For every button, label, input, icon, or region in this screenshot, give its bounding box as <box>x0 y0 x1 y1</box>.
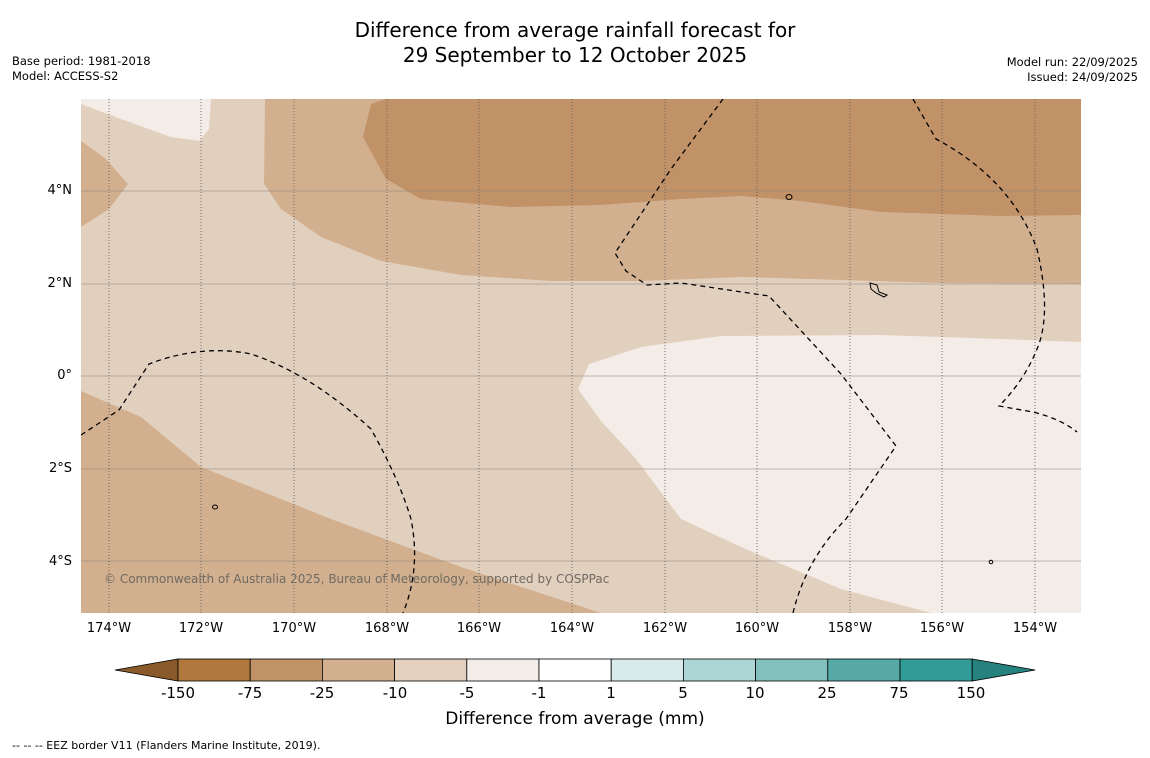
meta-right: Model run: 22/09/2025 Issued: 24/09/2025 <box>1007 55 1138 85</box>
islands <box>212 194 994 565</box>
eez-border-east <box>912 99 1078 433</box>
island-north <box>785 194 793 200</box>
lat-label-4n: 4°N <box>47 183 73 198</box>
lon-label-172w: 172°W <box>178 621 224 636</box>
anomaly-region-minus5-minus1-south <box>578 335 1081 613</box>
lat-label-0: 0° <box>57 368 72 383</box>
lon-label-162w: 162°W <box>642 621 688 636</box>
colorbar-tick: 10 <box>745 684 765 702</box>
lat-label-2n: 2°N <box>47 276 73 291</box>
colorbar-cell <box>466 658 540 682</box>
colorbar-tick: -1 <box>531 684 547 702</box>
title-line-1: Difference from average rainfall forecas… <box>354 18 796 42</box>
lon-label-158w: 158°W <box>827 621 873 636</box>
colorbar-cell <box>538 658 612 682</box>
lon-label-160w: 160°W <box>734 621 780 636</box>
colorbar <box>114 658 1036 682</box>
map-title: Difference from average rainfall forecas… <box>0 18 1150 68</box>
colorbar-cell <box>755 658 829 682</box>
lon-label-170w: 170°W <box>271 621 317 636</box>
colorbar-tick: -25 <box>309 684 335 702</box>
eez-borders <box>81 99 1078 613</box>
colorbar-cell <box>827 658 901 682</box>
map-canvas <box>81 99 1081 613</box>
colorbar-extend-low <box>114 658 179 682</box>
base-period: Base period: 1981-2018 <box>12 54 151 68</box>
colorbar-cell <box>683 658 757 682</box>
colorbar-cell <box>899 658 973 682</box>
island-southwest <box>212 504 218 510</box>
model-run: Model run: 22/09/2025 <box>1006 55 1138 69</box>
lat-label-4s: 4°S <box>48 554 72 569</box>
colorbar-tick: 150 <box>956 684 986 702</box>
colorbar-tick: -10 <box>382 684 408 702</box>
colorbar-tick: 25 <box>817 684 837 702</box>
island-southeast <box>988 559 994 565</box>
colorbar-cell <box>177 658 251 682</box>
eez-border-central <box>614 99 897 613</box>
anomaly-region-minus5-minus1-nw <box>81 99 211 141</box>
anomaly-region-minus75-minus25-north <box>363 99 1081 216</box>
lon-label-166w: 166°W <box>456 621 502 636</box>
anomaly-region-minus25-minus10-south <box>81 391 601 613</box>
colorbar-tick: 5 <box>678 684 688 702</box>
model-name: Model: ACCESS-S2 <box>12 69 119 83</box>
lon-label-156w: 156°W <box>919 621 965 636</box>
colorbar-cell <box>321 658 395 682</box>
eez-footnote: -- -- -- EEZ border V11 (Flanders Marine… <box>12 739 321 752</box>
lon-label-164w: 164°W <box>549 621 595 636</box>
lon-label-154w: 154°W <box>1012 621 1058 636</box>
colorbar-tick: 75 <box>889 684 909 702</box>
colorbar-cell <box>394 658 468 682</box>
colorbar-title: Difference from average (mm) <box>445 709 705 729</box>
lon-label-174w: 174°W <box>86 621 132 636</box>
map-area <box>81 99 1081 613</box>
latitude-gridlines <box>81 190 1081 562</box>
copyright-notice: © Commonwealth of Australia 2025, Bureau… <box>104 572 610 586</box>
lon-label-168w: 168°W <box>364 621 410 636</box>
colorbar-cell <box>610 658 684 682</box>
eez-border-west <box>81 350 416 613</box>
meta-left: Base period: 1981-2018 Model: ACCESS-S2 <box>12 54 151 84</box>
colorbar-tick: -5 <box>459 684 475 702</box>
island-east <box>869 282 889 298</box>
title-line-2: 29 September to 12 October 2025 <box>402 43 748 67</box>
colorbar-extend-high <box>971 658 1036 682</box>
colorbar-tick: -150 <box>160 684 196 702</box>
anomaly-region-minus25-minus10-west <box>81 141 128 227</box>
colorbar-tick: -75 <box>237 684 263 702</box>
issued-date: Issued: 24/09/2025 <box>1027 70 1138 84</box>
colorbar-cell <box>249 658 323 682</box>
lat-label-2s: 2°S <box>48 461 72 476</box>
colorbar-tick: 1 <box>606 684 616 702</box>
